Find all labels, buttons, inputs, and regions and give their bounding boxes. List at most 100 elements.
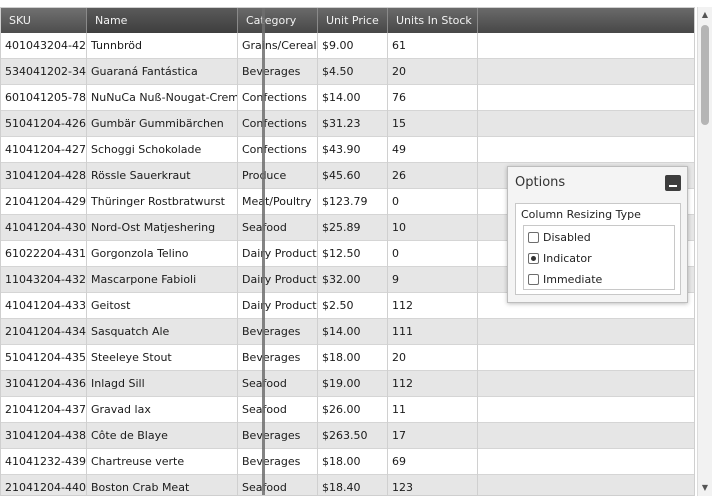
table-row[interactable]: 61022204-431 Gorgonzola Telino Dairy Produ…	[1, 241, 694, 267]
cell-units-in-stock[interactable]: 17	[388, 423, 478, 449]
cell-units-in-stock[interactable]: 123	[388, 475, 478, 495]
cell-category[interactable]: Dairy Products	[238, 267, 318, 293]
column-header-units-in-stock[interactable]: Units In Stock	[388, 8, 478, 33]
table-row[interactable]: 21041204-434 Sasquatch Ale Beverages $14.00…	[1, 319, 694, 345]
cell-units-in-stock[interactable]: 111	[388, 319, 478, 345]
vertical-scrollbar[interactable]: ▲ ▼	[697, 7, 712, 496]
cell-units-in-stock[interactable]: 112	[388, 371, 478, 397]
cell-unit-price[interactable]: $2.50	[318, 293, 388, 319]
table-row[interactable]: 51041204-435 Steeleye Stout Beverages $18.0…	[1, 345, 694, 371]
cell-name[interactable]: Rössle Sauerkraut	[87, 163, 238, 189]
column-header-category[interactable]: Category	[238, 8, 318, 33]
cell-category[interactable]: Beverages	[238, 423, 318, 449]
cell-category[interactable]: Seafood	[238, 475, 318, 495]
cell-units-in-stock[interactable]: 20	[388, 59, 478, 85]
cell-name[interactable]: Sasquatch Ale	[87, 319, 238, 345]
cell-unit-price[interactable]: $18.00	[318, 449, 388, 475]
cell-sku[interactable]: 21041204-429	[1, 189, 87, 215]
option-immediate[interactable]: Immediate	[528, 270, 602, 288]
table-row[interactable]: 401043204-423 Tunnbröd Grains/Cereals $9.00…	[1, 33, 694, 59]
cell-sku[interactable]: 41041232-439	[1, 449, 87, 475]
cell-category[interactable]: Confections	[238, 85, 318, 111]
column-header-name[interactable]: Name	[87, 8, 238, 33]
cell-name[interactable]: Geitost	[87, 293, 238, 319]
cell-category[interactable]: Beverages	[238, 345, 318, 371]
cell-units-in-stock[interactable]: 76	[388, 85, 478, 111]
cell-category[interactable]: Seafood	[238, 397, 318, 423]
column-header-unit-price[interactable]: Unit Price	[318, 8, 388, 33]
cell-unit-price[interactable]: $123.79	[318, 189, 388, 215]
table-row[interactable]: 41041232-439 Chartreuse verte Beverages $18…	[1, 449, 694, 475]
cell-name[interactable]: Tunnbröd	[87, 33, 238, 59]
cell-name[interactable]: Boston Crab Meat	[87, 475, 238, 495]
cell-sku[interactable]: 21041204-434	[1, 319, 87, 345]
cell-category[interactable]: Produce	[238, 163, 318, 189]
scroll-thumb[interactable]	[701, 25, 709, 125]
cell-category[interactable]: Meat/Poultry	[238, 189, 318, 215]
cell-unit-price[interactable]: $26.00	[318, 397, 388, 423]
cell-units-in-stock[interactable]: 26	[388, 163, 478, 189]
cell-unit-price[interactable]: $32.00	[318, 267, 388, 293]
table-row[interactable]: 21041204-429 Thüringer Rostbratwurst Meat/…	[1, 189, 694, 215]
cell-category[interactable]: Dairy Products	[238, 293, 318, 319]
option-disabled[interactable]: Disabled	[528, 228, 591, 246]
cell-units-in-stock[interactable]: 61	[388, 33, 478, 59]
cell-sku[interactable]: 21041204-440	[1, 475, 87, 495]
cell-sku[interactable]: 31041204-438	[1, 423, 87, 449]
cell-units-in-stock[interactable]: 49	[388, 137, 478, 163]
cell-name[interactable]: NuNuCa Nuß-Nougat-Creme	[87, 85, 238, 111]
cell-unit-price[interactable]: $12.50	[318, 241, 388, 267]
cell-sku[interactable]: 41041204-433	[1, 293, 87, 319]
option-disabled-radio[interactable]	[528, 231, 539, 243]
cell-category[interactable]: Seafood	[238, 215, 318, 241]
cell-unit-price[interactable]: $43.90	[318, 137, 388, 163]
cell-sku[interactable]: 51041204-426	[1, 111, 87, 137]
table-row[interactable]: 51041204-426 Gumbär Gummibärchen Confectio…	[1, 111, 694, 137]
cell-sku[interactable]: 401043204-423	[1, 33, 87, 59]
cell-units-in-stock[interactable]: 11	[388, 397, 478, 423]
cell-name[interactable]: Nord-Ost Matjeshering	[87, 215, 238, 241]
cell-name[interactable]: Steeleye Stout	[87, 345, 238, 371]
column-resize-indicator[interactable]	[262, 8, 265, 495]
cell-name[interactable]: Chartreuse verte	[87, 449, 238, 475]
table-row[interactable]: 41041204-427 Schoggi Schokolade Confection…	[1, 137, 694, 163]
option-immediate-radio[interactable]	[528, 273, 539, 285]
cell-sku[interactable]: 41041204-430	[1, 215, 87, 241]
cell-unit-price[interactable]: $18.40	[318, 475, 388, 495]
cell-unit-price[interactable]: $14.00	[318, 319, 388, 345]
cell-unit-price[interactable]: $31.23	[318, 111, 388, 137]
cell-sku[interactable]: 21041204-437	[1, 397, 87, 423]
cell-name[interactable]: Gorgonzola Telino	[87, 241, 238, 267]
cell-name[interactable]: Gumbär Gummibärchen	[87, 111, 238, 137]
cell-name[interactable]: Schoggi Schokolade	[87, 137, 238, 163]
cell-unit-price[interactable]: $45.60	[318, 163, 388, 189]
cell-sku[interactable]: 601041205-784	[1, 85, 87, 111]
scroll-up-arrow-icon[interactable]: ▲	[701, 10, 709, 19]
cell-unit-price[interactable]: $4.50	[318, 59, 388, 85]
cell-sku[interactable]: 61022204-431	[1, 241, 87, 267]
table-row[interactable]: 31041204-438 Côte de Blaye Beverages $263.5…	[1, 423, 694, 449]
cell-category[interactable]: Grains/Cereals	[238, 33, 318, 59]
cell-sku[interactable]: 41041204-427	[1, 137, 87, 163]
table-row[interactable]: 41041204-433 Geitost Dairy Products $2.50 11…	[1, 293, 694, 319]
cell-unit-price[interactable]: $9.00	[318, 33, 388, 59]
table-row[interactable]: 534041202-345 Guaraná Fantástica Beverages…	[1, 59, 694, 85]
cell-category[interactable]: Dairy Products	[238, 241, 318, 267]
cell-units-in-stock[interactable]: 69	[388, 449, 478, 475]
cell-sku[interactable]: 31041204-428	[1, 163, 87, 189]
cell-name[interactable]: Thüringer Rostbratwurst	[87, 189, 238, 215]
cell-units-in-stock[interactable]: 0	[388, 189, 478, 215]
cell-sku[interactable]: 51041204-435	[1, 345, 87, 371]
cell-name[interactable]: Guaraná Fantástica	[87, 59, 238, 85]
cell-units-in-stock[interactable]: 112	[388, 293, 478, 319]
cell-name[interactable]: Mascarpone Fabioli	[87, 267, 238, 293]
cell-name[interactable]: Inlagd Sill	[87, 371, 238, 397]
cell-category[interactable]: Confections	[238, 111, 318, 137]
cell-sku[interactable]: 11043204-432	[1, 267, 87, 293]
cell-unit-price[interactable]: $19.00	[318, 371, 388, 397]
cell-category[interactable]: Beverages	[238, 319, 318, 345]
cell-category[interactable]: Beverages	[238, 59, 318, 85]
minimize-icon[interactable]	[665, 175, 681, 191]
